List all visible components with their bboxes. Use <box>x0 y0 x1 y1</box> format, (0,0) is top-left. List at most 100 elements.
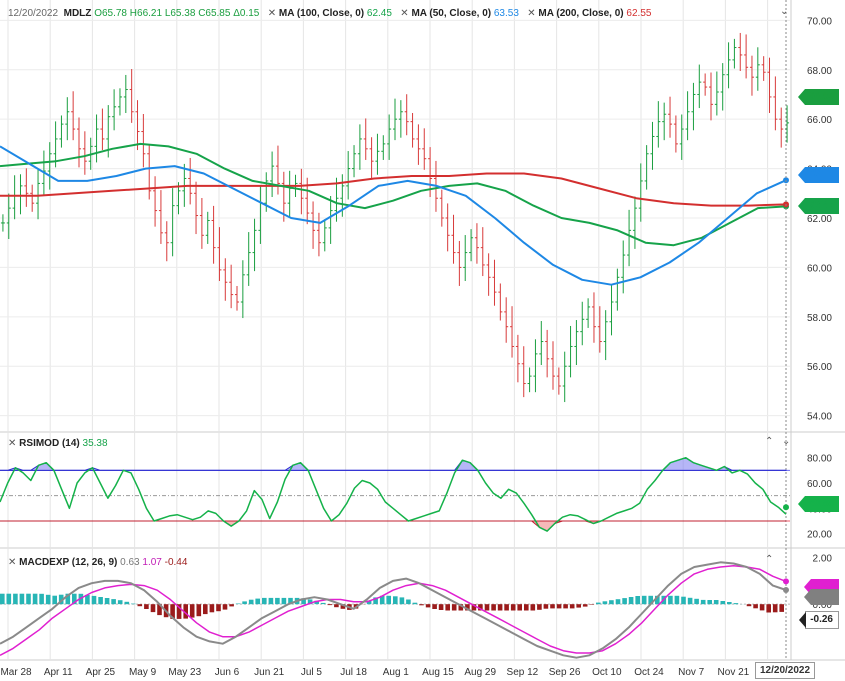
legend-date: 12/20/2022 <box>8 8 59 19</box>
macd-histogram-bar <box>517 604 522 611</box>
macd-histogram-bar <box>478 604 483 611</box>
rsi-y-tick: 80.00 <box>807 454 832 465</box>
macd-histogram-bar <box>681 596 686 605</box>
close-icon[interactable]: ✕ <box>267 8 277 19</box>
macd-histogram-bar <box>275 597 280 605</box>
y-tick-label: 68.00 <box>807 66 832 77</box>
ma200-legend-label: MA (200, Close, 0) <box>538 8 624 19</box>
ma100-line <box>0 142 787 247</box>
ma50-tag: 63.75 <box>797 167 839 183</box>
x-tick-label: Apr 11 <box>44 667 73 678</box>
macd-histogram-bar <box>471 604 477 611</box>
ma200-legend-value: 62.55 <box>626 8 652 19</box>
macd-histogram-bar <box>635 596 640 605</box>
macd-histogram-bar <box>6 593 12 605</box>
x-tick-label: Aug 1 <box>383 667 410 678</box>
macd-histogram-bar <box>524 604 529 611</box>
macd-histogram-bar <box>189 604 195 618</box>
x-tick-label: Apr 25 <box>86 667 116 678</box>
x-tick-label: Jul 5 <box>301 667 323 678</box>
macd-y-tick: 0.00 <box>813 600 833 611</box>
macd-y-tick: 2.00 <box>813 554 833 565</box>
macd-histogram-bar <box>602 601 608 605</box>
macd-histogram-bar <box>379 595 385 605</box>
date-cursor-label: 12/20/2022 <box>755 662 816 679</box>
macd-histogram-bar <box>779 604 784 612</box>
chevron-down-icon[interactable]: ⌄ <box>782 436 791 447</box>
macd-histogram-bar <box>13 593 18 605</box>
macd-histogram-bar <box>131 603 136 605</box>
macd-histogram-bar <box>484 604 490 611</box>
macd-tag: 0.61 <box>803 589 839 605</box>
ma50-legend-label: MA (50, Close, 0) <box>411 8 492 19</box>
x-tick-label: May 9 <box>129 667 157 678</box>
macd-histogram-bar <box>491 604 496 611</box>
rsi-endpoint <box>783 504 789 511</box>
macd-histogram-bar <box>320 602 326 605</box>
macd-histogram-bar <box>733 603 739 605</box>
macd-histogram-bar <box>563 604 568 609</box>
macd-histogram-bar <box>537 604 542 610</box>
macd-histogram-bar <box>144 604 149 609</box>
price-last-tag: 66.89 <box>797 89 839 105</box>
rsi-legend: ✕ RSIMOD (14) 35.38 <box>8 438 108 449</box>
macd-histogram-bar <box>327 604 333 606</box>
macd-histogram-bar <box>157 604 162 616</box>
macd-histogram-bar <box>85 594 90 605</box>
macd-histogram-bar <box>32 593 38 605</box>
macd-legend-label: MACDEXP (12, 26, 9) <box>19 557 118 568</box>
macd-histogram-bar <box>399 597 405 605</box>
macd-histogram-bar <box>262 597 267 605</box>
macd-histogram-bar <box>209 604 215 613</box>
macd-histogram-bar <box>176 604 182 619</box>
macd-histogram-bar <box>753 604 758 609</box>
chevron-up-icon[interactable]: ⌃ <box>765 554 774 565</box>
close-icon[interactable]: ✕ <box>400 8 409 19</box>
macd-legend-v1: 0.63 <box>120 557 140 568</box>
macd-histogram-bar <box>674 595 680 605</box>
close-icon[interactable]: ✕ <box>8 557 17 568</box>
x-tick-label: Oct 10 <box>592 667 622 678</box>
macd-signal-line <box>0 565 787 656</box>
macd-histogram-bar <box>150 604 156 613</box>
rsi-legend-label: RSIMOD (14) <box>19 438 80 449</box>
macd-histogram-bar <box>242 601 247 605</box>
macd-histogram-bar <box>137 604 143 607</box>
macd-histogram-bar <box>52 595 57 605</box>
macd-histogram-bar <box>569 604 575 609</box>
macd-histogram-bar <box>386 595 391 605</box>
ma100-legend-value: 62.45 <box>366 8 392 19</box>
x-tick-label: Aug 15 <box>422 667 454 678</box>
ma50-line <box>0 145 787 286</box>
macd-histogram-bar <box>687 597 693 605</box>
macd-histogram-bar <box>393 596 398 605</box>
close-icon[interactable]: ✕ <box>527 8 536 19</box>
macd-endpoint <box>783 586 789 593</box>
macd-hist-tag: -0.26 <box>799 611 839 629</box>
macd-signal-endpoint <box>783 578 789 585</box>
macd-histogram-bar <box>451 604 457 611</box>
macd-histogram-bar <box>91 595 97 605</box>
x-tick-label: Jul 18 <box>340 667 367 678</box>
macd-histogram-bar <box>432 604 437 609</box>
rsi-line <box>0 456 787 532</box>
macd-histogram-bar <box>766 604 771 613</box>
chevron-up-icon[interactable]: ⌃ <box>765 436 774 447</box>
macd-histogram-bar <box>26 593 31 605</box>
macd-histogram-bar <box>419 604 424 606</box>
macd-histogram-bar <box>445 604 450 611</box>
chevron-down-icon[interactable]: ⌄ <box>780 6 789 17</box>
macd-histogram-bar <box>203 604 208 615</box>
y-tick-label: 70.00 <box>807 16 832 27</box>
macd-histogram-bar <box>229 604 234 607</box>
macd-histogram-bar <box>700 599 706 605</box>
y-tick-label: 66.00 <box>807 115 832 126</box>
x-tick-label: May 23 <box>168 667 201 678</box>
macd-histogram-bar <box>589 604 595 605</box>
rsi-oversold-fill <box>0 520 786 532</box>
x-tick-label: Sep 12 <box>507 667 539 678</box>
macd-histogram-bar <box>222 604 228 610</box>
macd-histogram-bar <box>111 599 116 605</box>
close-icon[interactable]: ✕ <box>8 438 17 449</box>
